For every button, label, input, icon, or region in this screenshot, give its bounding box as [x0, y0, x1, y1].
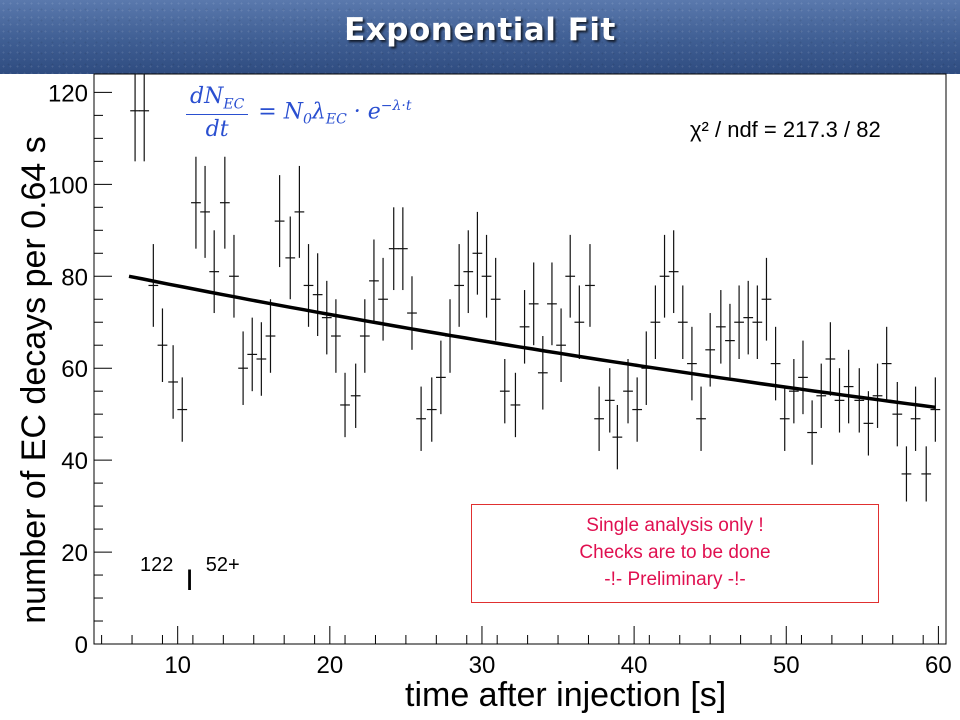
x-tick-label: 20: [316, 652, 343, 679]
x-tick-label: 40: [621, 652, 648, 679]
formula-rhs-lambda: λ: [311, 99, 326, 125]
formula-rhs-sub0: 0: [302, 112, 312, 129]
x-tick-label: 60: [925, 652, 952, 679]
formula-rhs-n: = N: [258, 99, 303, 125]
isotope-label: 122 I 52+: [140, 554, 240, 598]
formula-numerator-text: dN: [190, 84, 224, 109]
title-bar-texture: [0, 0, 960, 74]
isotope-element: I: [185, 564, 194, 597]
axes-group: 0 20 40 60 80 100 120 10 20 30 40 50 60: [48, 73, 952, 679]
formula-denominator: dt: [205, 117, 229, 143]
formula-rhs-exp-base: · e: [346, 99, 381, 125]
disclaimer-line-1: Single analysis only !: [586, 515, 764, 536]
plot-frame: [93, 73, 947, 645]
y-tick-label: 100: [48, 172, 88, 199]
y-tick-label: 0: [75, 632, 88, 659]
formula-numerator-sub: EC: [223, 96, 245, 113]
isotope-mass: 122: [140, 554, 174, 576]
isotope-charge: 52+: [205, 554, 240, 576]
y-tick-label: 40: [61, 448, 88, 475]
y-tick-label: 20: [61, 540, 88, 567]
formula-rhs-sub1: EC: [325, 112, 347, 129]
x-tick-label: 10: [164, 652, 191, 679]
x-tick-label: 50: [773, 652, 800, 679]
formula-rhs: = N0λEC · e−λ·t: [258, 98, 411, 128]
formula-fraction: dNEC dt: [186, 84, 249, 143]
y-tick-label: 80: [61, 264, 88, 291]
chi2-label: χ² / ndf = 217.3 / 82: [690, 117, 881, 142]
fit-curve: [128, 274, 936, 410]
formula-rhs-exponent: −λ·t: [380, 98, 412, 115]
fit-curve-group: [128, 274, 936, 410]
x-axis-label: time after injection [s]: [405, 676, 727, 714]
y-tick-label: 60: [61, 356, 88, 383]
fit-formula: dNEC dt = N0λEC · e−λ·t: [186, 84, 411, 142]
disclaimer-line-2: Checks are to be done: [579, 542, 771, 563]
data-points-group: [130, 74, 941, 502]
y-axis-label: number of EC decays per 0.64 s: [15, 136, 53, 624]
preliminary-disclaimer-box: Single analysis only ! Checks are to be …: [471, 504, 879, 603]
slide-title: Exponential Fit: [344, 12, 616, 48]
y-tick-label: 120: [48, 80, 88, 107]
slide-title-bar: Exponential Fit: [0, 0, 960, 74]
formula-numerator: dNEC: [186, 84, 249, 116]
x-tick-label: 30: [469, 652, 496, 679]
disclaimer-line-3: -!- Preliminary -!-: [604, 569, 746, 590]
